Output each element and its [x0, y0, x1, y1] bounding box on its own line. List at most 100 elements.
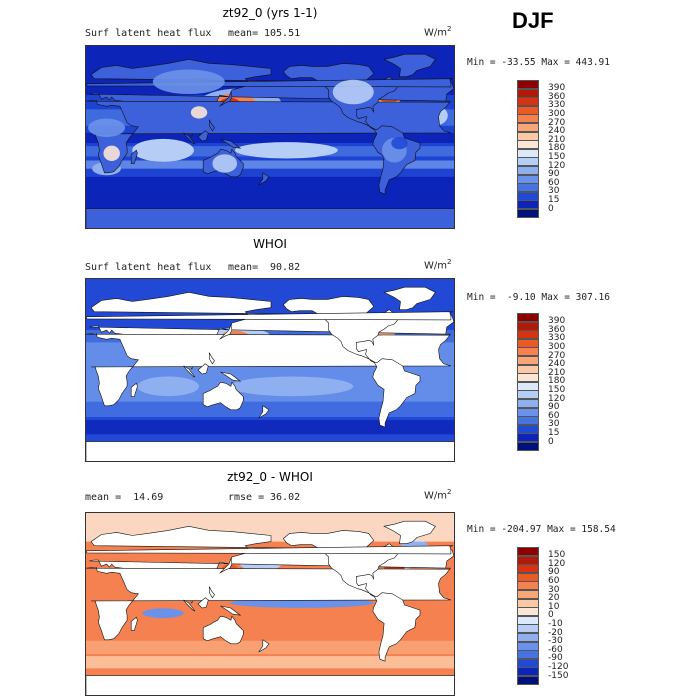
colorbar-segment: [517, 650, 539, 660]
colorbar-segment: [517, 598, 539, 608]
panel-2-variable-label: Surf latent heat flux: [85, 262, 212, 273]
colorbar-tick-label: 240: [548, 359, 566, 370]
colorbar-tick-label: 0: [548, 610, 554, 621]
colorbar-tick-label: 0: [548, 203, 554, 214]
colorbar-tick-label: 10: [548, 601, 560, 612]
colorbar-segment: [517, 123, 539, 133]
colorbar-segment: [517, 209, 539, 219]
colorbar-segment: [517, 148, 539, 158]
colorbar-segment: [517, 424, 539, 434]
colorbar-tick-label: 90: [548, 169, 560, 180]
colorbar-tick-label: 60: [548, 177, 560, 188]
colorbar-tick-label: 330: [548, 100, 566, 111]
colorbar-segment: [517, 407, 539, 417]
panel-2-mean-label: mean=: [228, 262, 259, 273]
colorbar-segment: [517, 131, 539, 141]
colorbar-segment: [517, 140, 539, 150]
panel-2-title: WHOI: [253, 237, 287, 251]
panel-3-map: [85, 512, 455, 696]
colorbar-segment: [517, 667, 539, 677]
colorbar-tick-label: 390: [548, 83, 566, 94]
colorbar-tick-label: 60: [548, 410, 560, 421]
colorbar-tick-label: 300: [548, 108, 566, 119]
colorbar-segment: [517, 80, 539, 90]
colorbar-tick-label: -10: [548, 618, 563, 629]
colorbar-segment: [517, 313, 539, 323]
colorbar-segment: [517, 416, 539, 426]
colorbar-segment: [517, 200, 539, 210]
colorbar-segment: [517, 356, 539, 366]
colorbar-tick-label: 300: [548, 341, 566, 352]
colorbar-tick-label: 270: [548, 117, 566, 128]
colorbar-segment: [517, 633, 539, 643]
panel-3-rmse-value: 36.02: [264, 492, 301, 503]
season-label: DJF: [512, 8, 554, 33]
colorbar-tick-label: 90: [548, 402, 560, 413]
colorbar-segment: [517, 555, 539, 565]
panel-1-map: [85, 45, 455, 229]
panel-1-title: zt92_0 (yrs 1-1): [222, 6, 318, 20]
panel-3-units: W/m2: [424, 488, 452, 502]
colorbar-segment: [517, 442, 539, 452]
colorbar-segment: [517, 381, 539, 391]
colorbar-segment: [517, 157, 539, 167]
colorbar-segment: [517, 624, 539, 634]
colorbar-tick-label: 360: [548, 324, 566, 335]
colorbar-tick-label: 150: [548, 384, 566, 395]
colorbar-segment: [517, 347, 539, 357]
colorbar-tick-label: 360: [548, 91, 566, 102]
colorbar-tick-label: 30: [548, 419, 560, 430]
colorbar-tick-label: 15: [548, 427, 560, 438]
colorbar-segment: [517, 564, 539, 574]
colorbar-tick-label: -60: [548, 644, 563, 655]
colorbar-segment: [517, 88, 539, 98]
colorbar-segment: [517, 174, 539, 184]
colorbar-segment: [517, 676, 539, 686]
panel-2-units: W/m2: [424, 258, 452, 272]
panel-1-units: W/m2: [424, 25, 452, 39]
colorbar-segment: [517, 615, 539, 625]
panel-1-mean-label: mean=: [228, 28, 259, 39]
colorbar-segment: [517, 607, 539, 617]
panel-2-colorbar: 390 360 330 300 270 240 210 180 150 120 90 60 30 15 0: [517, 313, 565, 452]
panel-2-minmax: Min = -9.10 Max = 307.16: [467, 292, 610, 303]
colorbar-segment: [517, 433, 539, 443]
panel-1-minmax: Min = -33.55 Max = 443.91: [467, 57, 610, 68]
colorbar-segment: [517, 399, 539, 409]
colorbar-tick-label: -30: [548, 636, 563, 647]
panel-3-minmax: Min = -204.97 Max = 158.54: [467, 524, 616, 535]
colorbar-tick-label: -90: [548, 653, 563, 664]
panel-3-colorbar: 150 120 90 60 30 20 10 0 -10 -20 -30 -60 -90 -120 -150: [517, 547, 568, 686]
colorbar-segment: [517, 373, 539, 383]
colorbar-segment: [517, 581, 539, 591]
colorbar-segment: [517, 330, 539, 340]
colorbar-tick-label: 120: [548, 558, 566, 569]
colorbar-segment: [517, 364, 539, 374]
colorbar-segment: [517, 97, 539, 107]
colorbar-tick-label: 210: [548, 367, 566, 378]
colorbar-tick-label: 240: [548, 126, 566, 137]
colorbar-tick-label: 0: [548, 436, 554, 447]
colorbar-segment: [517, 641, 539, 651]
colorbar-tick-label: 30: [548, 186, 560, 197]
colorbar-segment: [517, 166, 539, 176]
panel-1-colorbar: 390 360 330 300 270 240 210 180 150 120 90 60 30 15 0: [517, 80, 565, 219]
colorbar-tick-label: 120: [548, 393, 566, 404]
colorbar-segment: [517, 105, 539, 115]
colorbar-segment: [517, 590, 539, 600]
colorbar-segment: [517, 114, 539, 124]
panel-1-mean-value: 105.51: [264, 28, 301, 39]
colorbar-tick-label: -20: [548, 627, 563, 638]
colorbar-tick-label: 90: [548, 567, 560, 578]
colorbar-tick-label: 150: [548, 550, 566, 561]
colorbar-segment: [517, 658, 539, 668]
colorbar-tick-label: 20: [548, 593, 560, 604]
colorbar-segment: [517, 191, 539, 201]
panel-2-map: [85, 278, 455, 462]
colorbar-segment: [517, 547, 539, 557]
colorbar-tick-label: 210: [548, 134, 566, 145]
colorbar-segment: [517, 321, 539, 331]
panel-1-variable-label: Surf latent heat flux: [85, 28, 212, 39]
colorbar-tick-label: 30: [548, 584, 560, 595]
colorbar-tick-label: 180: [548, 376, 566, 387]
